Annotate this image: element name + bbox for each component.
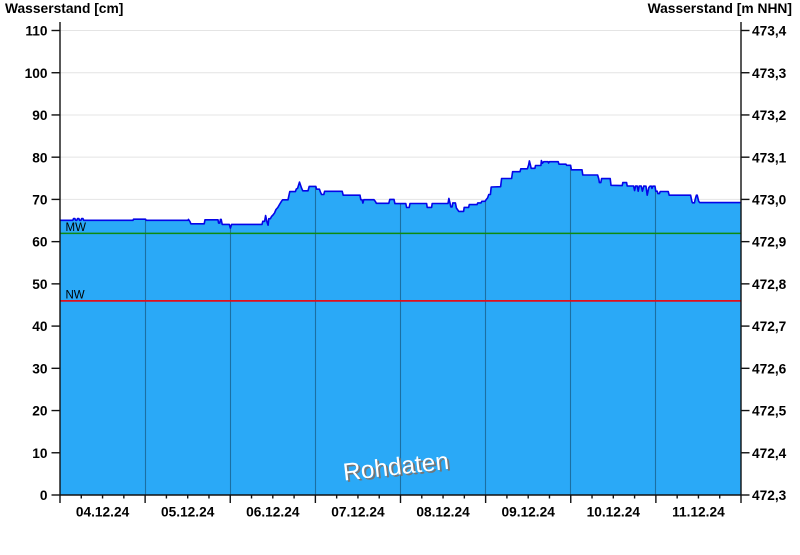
svg-text:472,3: 472,3 (752, 488, 787, 503)
svg-text:0: 0 (40, 488, 48, 503)
svg-text:05.12.24: 05.12.24 (161, 505, 215, 520)
svg-text:08.12.24: 08.12.24 (416, 505, 470, 520)
svg-text:Wasserstand [m NHN]: Wasserstand [m NHN] (648, 1, 792, 16)
svg-text:472,7: 472,7 (752, 319, 787, 334)
svg-text:10: 10 (32, 446, 48, 461)
svg-text:100: 100 (25, 66, 48, 81)
svg-text:472,9: 472,9 (752, 235, 787, 250)
svg-text:473,1: 473,1 (752, 150, 787, 165)
svg-text:473,3: 473,3 (752, 66, 787, 81)
svg-text:30: 30 (32, 361, 48, 376)
svg-text:11.12.24: 11.12.24 (672, 505, 725, 520)
svg-text:50: 50 (32, 277, 48, 292)
svg-text:09.12.24: 09.12.24 (502, 505, 556, 520)
svg-text:473,2: 473,2 (752, 108, 787, 123)
svg-text:NW: NW (66, 290, 85, 302)
svg-text:06.12.24: 06.12.24 (246, 505, 300, 520)
svg-text:110: 110 (25, 24, 47, 39)
svg-text:473,0: 473,0 (752, 193, 787, 208)
svg-text:07.12.24: 07.12.24 (331, 505, 385, 520)
svg-text:MW: MW (66, 222, 87, 234)
svg-text:60: 60 (32, 235, 48, 250)
svg-text:472,4: 472,4 (752, 446, 787, 461)
svg-text:90: 90 (32, 108, 48, 123)
svg-text:Wasserstand [cm]: Wasserstand [cm] (5, 1, 123, 16)
svg-text:472,8: 472,8 (752, 277, 787, 292)
svg-text:472,6: 472,6 (752, 361, 787, 376)
svg-text:10.12.24: 10.12.24 (587, 505, 641, 520)
svg-text:40: 40 (32, 319, 48, 334)
svg-text:473,4: 473,4 (752, 24, 787, 39)
svg-text:20: 20 (32, 404, 48, 419)
svg-text:80: 80 (32, 150, 48, 165)
svg-text:04.12.24: 04.12.24 (76, 505, 130, 520)
svg-text:472,5: 472,5 (752, 404, 787, 419)
svg-text:70: 70 (32, 193, 48, 208)
